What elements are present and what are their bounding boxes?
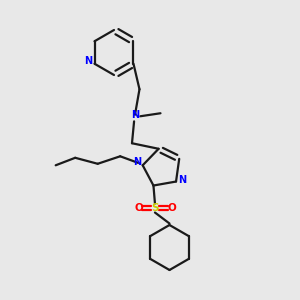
Text: N: N [131, 110, 139, 120]
Text: N: N [178, 175, 187, 185]
Text: S: S [151, 203, 159, 213]
Text: N: N [84, 56, 92, 66]
Text: N: N [133, 157, 141, 167]
Text: O: O [167, 203, 176, 213]
Text: O: O [134, 203, 143, 213]
